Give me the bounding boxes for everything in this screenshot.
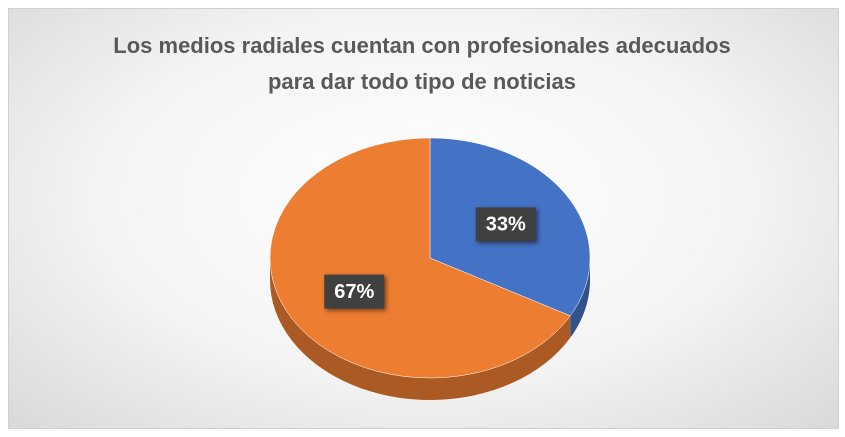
slice — [269, 137, 571, 379]
data-label: 33% — [486, 214, 526, 236]
chart-title: Los medios radiales cuentan con profesio… — [113, 33, 731, 94]
slice-side — [570, 258, 590, 338]
data-label: 67% — [334, 281, 374, 303]
label-box — [324, 274, 385, 309]
slice-side — [270, 258, 571, 400]
label-box — [475, 207, 536, 242]
